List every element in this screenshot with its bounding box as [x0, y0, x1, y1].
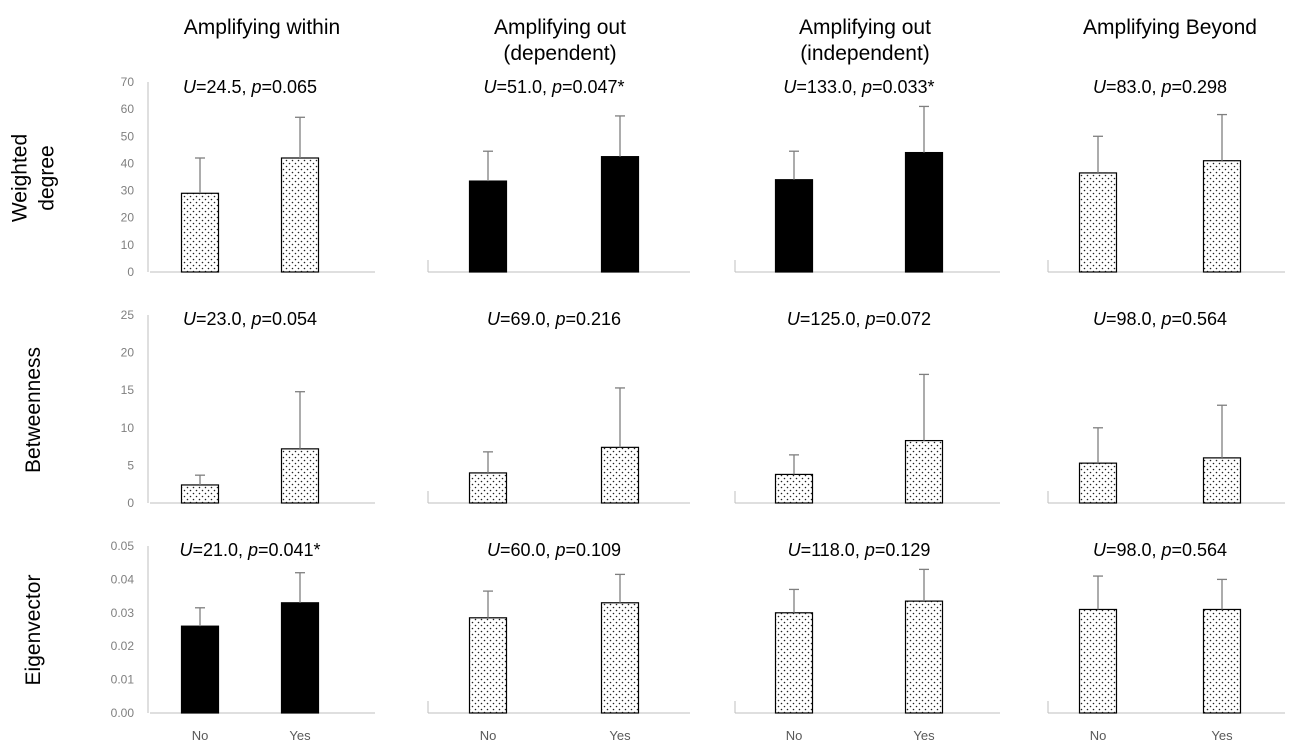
- bar-yes: [280, 602, 320, 714]
- panel: U=98.0, p=0.564: [1047, 309, 1285, 504]
- x-category-label: No: [480, 728, 497, 743]
- bar-no: [180, 625, 220, 714]
- bar-yes: [600, 446, 640, 504]
- bar-no: [1078, 462, 1118, 504]
- stat-annotation: U=133.0, p=0.033*: [783, 77, 934, 97]
- stat-annotation: U=51.0, p=0.047*: [483, 77, 624, 97]
- panel: U=133.0, p=0.033*: [734, 77, 1000, 273]
- y-tick-label: 0: [127, 265, 134, 279]
- bar-yes: [280, 157, 320, 273]
- x-category-label: Yes: [609, 728, 631, 743]
- panel: U=69.0, p=0.216: [427, 309, 690, 504]
- bar-no: [774, 179, 814, 273]
- row-label: Weighted: [9, 134, 32, 222]
- y-tick-label: 0: [127, 496, 134, 510]
- stat-annotation: U=24.5, p=0.065: [183, 77, 317, 97]
- bar-yes: [280, 448, 320, 504]
- bar-no: [1078, 172, 1118, 273]
- column-title: (independent): [800, 42, 930, 65]
- bar-yes: [904, 600, 944, 714]
- row-label: Eigenvector: [22, 575, 45, 686]
- bar-no: [1078, 608, 1118, 714]
- bar-yes: [600, 602, 640, 714]
- y-tick-label: 15: [121, 383, 135, 397]
- bar-yes: [904, 151, 944, 273]
- y-tick-label: 40: [121, 156, 135, 170]
- bar-no: [180, 192, 220, 273]
- row-label: Betweenness: [22, 347, 45, 473]
- stat-annotation: U=98.0, p=0.564: [1093, 540, 1227, 560]
- y-tick-label: 10: [121, 421, 135, 435]
- y-tick-label: 25: [121, 308, 135, 322]
- y-tick-label: 0.02: [111, 639, 135, 653]
- column-titles: Amplifying within Amplifying out (dependen…: [184, 16, 1257, 65]
- x-category-label: Yes: [289, 728, 311, 743]
- stat-annotation: U=125.0, p=0.072: [787, 309, 931, 329]
- panel: 0 10 20 30 40 50 60 70 U=24.5, p=0.065: [121, 75, 375, 279]
- panel: U=118.0, p=0.129 No Yes: [734, 540, 1000, 743]
- x-category-label: No: [786, 728, 803, 743]
- column-title: Amplifying Beyond: [1083, 16, 1257, 39]
- stat-annotation: U=21.0, p=0.041*: [179, 540, 320, 560]
- bar-no: [180, 484, 220, 504]
- stat-annotation: U=60.0, p=0.109: [487, 540, 621, 560]
- y-tick-label: 20: [121, 211, 135, 225]
- bar-no: [468, 472, 508, 504]
- panel: 0 5 10 15 20 25 U=23.0, p=0.054: [121, 308, 375, 510]
- x-category-label: No: [192, 728, 209, 743]
- stat-annotation: U=98.0, p=0.564: [1093, 309, 1227, 329]
- y-tick-label: 50: [121, 129, 135, 143]
- panel: U=51.0, p=0.047*: [427, 77, 690, 273]
- stat-annotation: U=118.0, p=0.129: [788, 540, 931, 560]
- stat-annotation: U=83.0, p=0.298: [1093, 77, 1227, 97]
- bar-no: [468, 180, 508, 273]
- panel: U=60.0, p=0.109 No Yes: [427, 540, 690, 743]
- bar-no: [774, 473, 814, 504]
- row-labels: Weighted degree Betweenness Eigenvector: [9, 134, 59, 686]
- panel: U=125.0, p=0.072: [734, 309, 1000, 504]
- stat-annotation: U=23.0, p=0.054: [183, 309, 317, 329]
- panel: 0.00 0.01 0.02 0.03 0.04 0.05 U=21.0, p=0.041*…: [111, 539, 375, 743]
- y-tick-label: 60: [121, 102, 135, 116]
- y-tick-label: 0.00: [111, 706, 135, 720]
- x-category-label: No: [1090, 728, 1107, 743]
- y-tick-label: 10: [121, 238, 135, 252]
- y-tick-label: 0.03: [111, 606, 135, 620]
- column-title: Amplifying out: [494, 16, 626, 39]
- panel: U=83.0, p=0.298: [1047, 77, 1285, 273]
- y-tick-label: 30: [121, 184, 135, 198]
- y-tick-label: 70: [121, 75, 135, 89]
- bar-yes: [1202, 608, 1242, 714]
- column-title: (dependent): [503, 42, 616, 65]
- bar-yes: [904, 439, 944, 504]
- stat-annotation: U=69.0, p=0.216: [487, 309, 621, 329]
- y-tick-label: 20: [121, 346, 135, 360]
- x-category-label: Yes: [1211, 728, 1233, 743]
- bar-no: [468, 617, 508, 714]
- y-tick-label: 0.01: [111, 673, 135, 687]
- bar-yes: [1202, 160, 1242, 273]
- y-tick-label: 0.05: [111, 539, 135, 553]
- bar-yes: [600, 156, 640, 273]
- y-tick-label: 0.04: [111, 572, 135, 586]
- column-title: Amplifying out: [799, 16, 931, 39]
- y-tick-label: 5: [127, 458, 134, 472]
- bar-no: [774, 612, 814, 714]
- bar-yes: [1202, 457, 1242, 504]
- row-label: degree: [36, 145, 59, 210]
- x-category-label: Yes: [913, 728, 935, 743]
- panel: U=98.0, p=0.564 No Yes: [1047, 540, 1285, 743]
- column-title: Amplifying within: [184, 16, 340, 39]
